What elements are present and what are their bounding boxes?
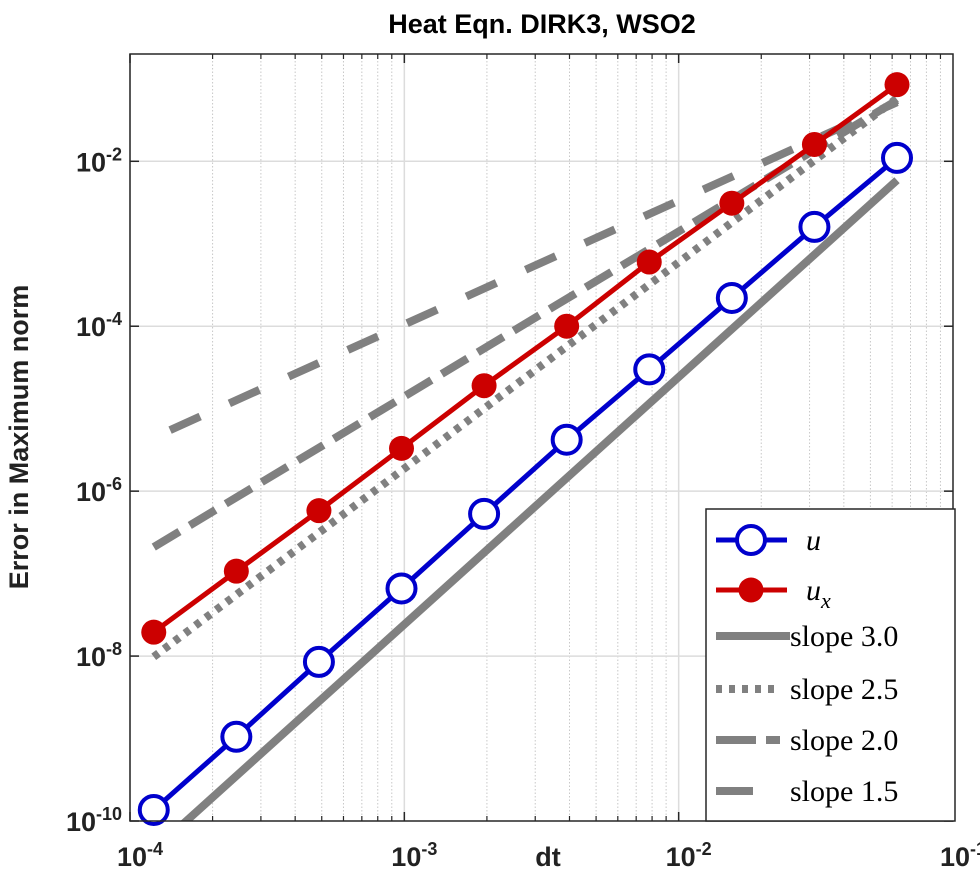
x-tick-label: 10-1 xyxy=(940,839,980,871)
axes-box xyxy=(129,53,954,822)
series-line-1 xyxy=(152,82,899,635)
ticks: 10-10 10-8 10-6 10-4 10-2 10-4 10-3 10-2 10-1 xyxy=(66,54,980,871)
data-point-u xyxy=(881,141,914,174)
y-tick-label: 10-2 xyxy=(76,144,122,177)
reference-line-slope-3-0 xyxy=(180,177,900,821)
legend-marker xyxy=(738,577,764,603)
reference-line-slope-1-5 xyxy=(168,98,899,434)
legend-label: slope 3.0 xyxy=(790,620,898,653)
data-point-ux xyxy=(141,619,167,645)
data-point-u xyxy=(385,572,418,605)
data-series xyxy=(137,72,914,826)
data-point-ux xyxy=(719,190,745,216)
data-point-ux xyxy=(801,131,827,157)
legend: u ux slope 3.0 slope 2.5 slope 2.0 slope 1.5 xyxy=(705,508,956,822)
legend-label: slope 1.5 xyxy=(790,775,898,808)
data-point-ux xyxy=(636,249,662,275)
legend-box xyxy=(705,508,956,822)
x-tick-label: 10-2 xyxy=(666,839,712,871)
legend-label: slope 2.0 xyxy=(790,724,898,757)
x-tick-label: 10-4 xyxy=(117,839,163,871)
y-tick-label: 10-8 xyxy=(76,639,122,672)
legend-label: u xyxy=(806,524,821,557)
data-point-u xyxy=(798,210,831,243)
data-point-ux xyxy=(884,72,910,98)
data-point-u xyxy=(715,281,748,314)
legend-marker xyxy=(735,524,767,556)
data-point-ux xyxy=(306,498,332,524)
legend-label: slope 2.5 xyxy=(790,673,898,706)
y-tick-label: 10-4 xyxy=(76,309,122,342)
data-point-ux xyxy=(389,435,415,461)
data-point-u xyxy=(550,423,583,456)
data-point-ux xyxy=(471,373,497,399)
y-tick-label: 10-6 xyxy=(76,474,122,507)
y-tick-label: 10-10 xyxy=(66,804,122,837)
legend-label: ux xyxy=(806,574,831,613)
data-point-u xyxy=(302,645,335,678)
x-tick-label: 10-3 xyxy=(391,839,437,871)
data-point-u xyxy=(468,497,501,530)
y-axis-label: Error in Maximum norm xyxy=(4,285,34,590)
data-point-u xyxy=(633,353,666,386)
data-point-ux xyxy=(554,313,580,339)
data-point-u xyxy=(137,793,170,826)
data-point-ux xyxy=(223,558,249,584)
chart-title: Heat Eqn. DIRK3, WSO2 xyxy=(388,9,696,39)
x-axis-label: dt xyxy=(535,842,560,871)
data-point-u xyxy=(220,720,253,753)
series-line-0 xyxy=(152,155,899,812)
grid xyxy=(129,54,953,821)
